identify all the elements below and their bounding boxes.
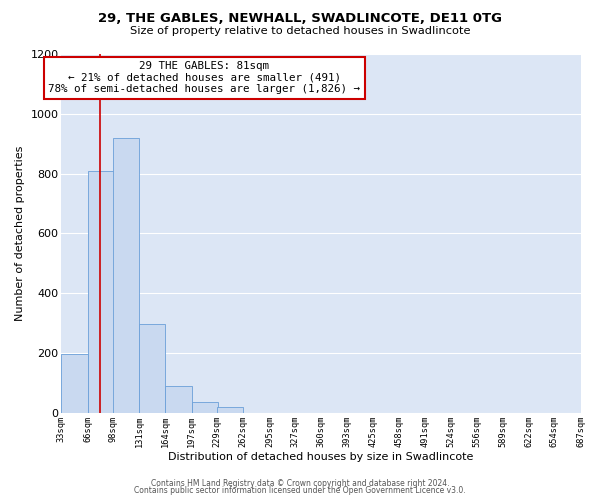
Bar [139, 324, 166, 412]
Text: Contains public sector information licensed under the Open Government Licence v3: Contains public sector information licen… [134, 486, 466, 495]
Bar [88, 170, 114, 412]
Text: 29, THE GABLES, NEWHALL, SWADLINCOTE, DE11 0TG: 29, THE GABLES, NEWHALL, SWADLINCOTE, DE… [98, 12, 502, 26]
Text: 29 THE GABLES: 81sqm
← 21% of detached houses are smaller (491)
78% of semi-deta: 29 THE GABLES: 81sqm ← 21% of detached h… [48, 61, 360, 94]
Bar [217, 408, 243, 412]
Bar [113, 138, 139, 412]
Text: Size of property relative to detached houses in Swadlincote: Size of property relative to detached ho… [130, 26, 470, 36]
Bar [166, 386, 191, 412]
X-axis label: Distribution of detached houses by size in Swadlincote: Distribution of detached houses by size … [168, 452, 473, 462]
Bar [61, 354, 88, 412]
Y-axis label: Number of detached properties: Number of detached properties [15, 146, 25, 321]
Bar [191, 402, 218, 412]
Text: Contains HM Land Registry data © Crown copyright and database right 2024.: Contains HM Land Registry data © Crown c… [151, 478, 449, 488]
